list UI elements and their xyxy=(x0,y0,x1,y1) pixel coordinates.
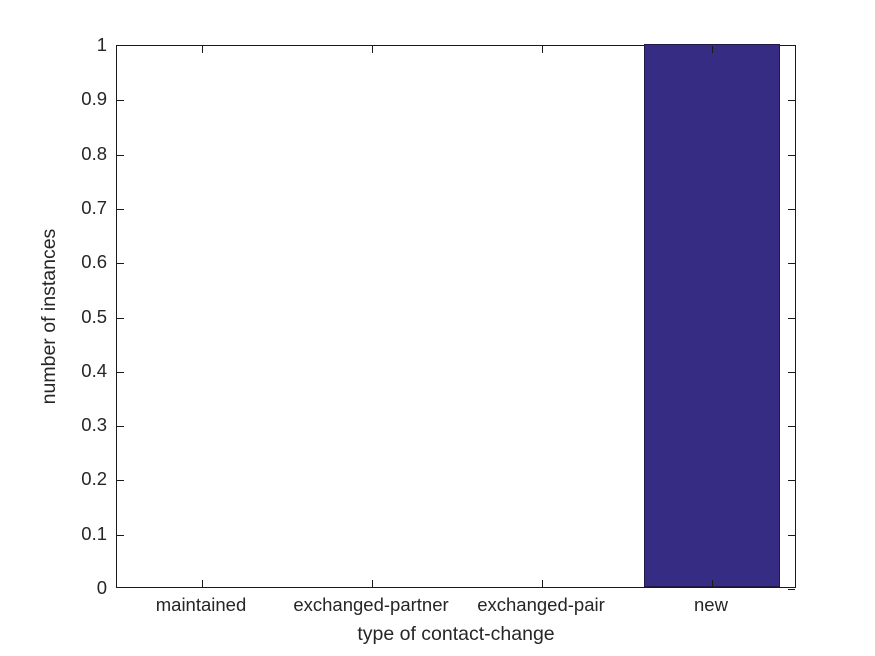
y-tick-left xyxy=(117,100,124,102)
x-tick-label: maintained xyxy=(155,594,247,615)
y-tick-label: 0.4 xyxy=(81,359,107,381)
y-axis-tick-labels: 0 0.1 0.2 0.3 0.4 0.5 0.6 0.7 0.8 0.9 1 xyxy=(0,35,116,596)
x-tick-label: exchanged-partner xyxy=(293,594,449,615)
y-tick-left xyxy=(117,426,124,428)
y-tick-label: 0.2 xyxy=(81,468,107,490)
y-tick-right xyxy=(788,263,795,265)
x-tick-top xyxy=(712,46,713,53)
y-tick-label: 0.7 xyxy=(81,196,107,218)
y-tick-label: 0.1 xyxy=(81,522,107,544)
y-tick-label: 0.3 xyxy=(81,413,107,435)
y-tick-left xyxy=(117,154,124,156)
y-tick-left xyxy=(117,263,124,265)
x-tick-bottom xyxy=(712,580,713,587)
x-axis-title: type of contact-change xyxy=(357,623,555,645)
x-tick-top xyxy=(542,46,543,53)
plot-area xyxy=(117,44,795,587)
y-tick-label: 0.6 xyxy=(81,250,107,272)
x-axis-tick-labels: maintained exchanged-partner exchanged-pai… xyxy=(116,594,796,622)
y-tick-label: 0 xyxy=(96,576,107,598)
x-tick-bottom xyxy=(372,580,373,587)
y-tick-right xyxy=(788,589,795,590)
x-tick-top xyxy=(372,46,373,53)
y-tick-left xyxy=(117,371,124,373)
y-tick-right xyxy=(788,208,795,210)
y-tick-label: 1 xyxy=(96,33,107,55)
x-tick-top xyxy=(202,46,203,53)
y-tick-right xyxy=(788,100,795,102)
y-tick-label: 0.5 xyxy=(81,305,107,327)
y-tick-left xyxy=(117,317,124,319)
y-tick-right xyxy=(788,154,795,156)
y-tick-left xyxy=(117,480,124,482)
y-tick-left xyxy=(117,534,124,536)
y-tick-label: 0.9 xyxy=(81,88,107,110)
x-tick-bottom xyxy=(542,580,543,587)
plot-box xyxy=(116,44,796,590)
y-tick-right xyxy=(788,480,795,482)
y-axis-title: number of instances xyxy=(38,228,60,405)
x-tick-bottom xyxy=(202,580,203,587)
y-tick-label: 0.8 xyxy=(81,142,107,164)
bar-new xyxy=(644,44,780,587)
x-tick-label: new xyxy=(694,594,728,615)
x-tick-label: exchanged-pair xyxy=(477,594,605,615)
y-tick-right xyxy=(788,426,795,428)
y-tick-right xyxy=(788,534,795,536)
y-tick-right xyxy=(788,371,795,373)
y-tick-left xyxy=(117,208,124,210)
y-tick-right xyxy=(788,317,795,319)
